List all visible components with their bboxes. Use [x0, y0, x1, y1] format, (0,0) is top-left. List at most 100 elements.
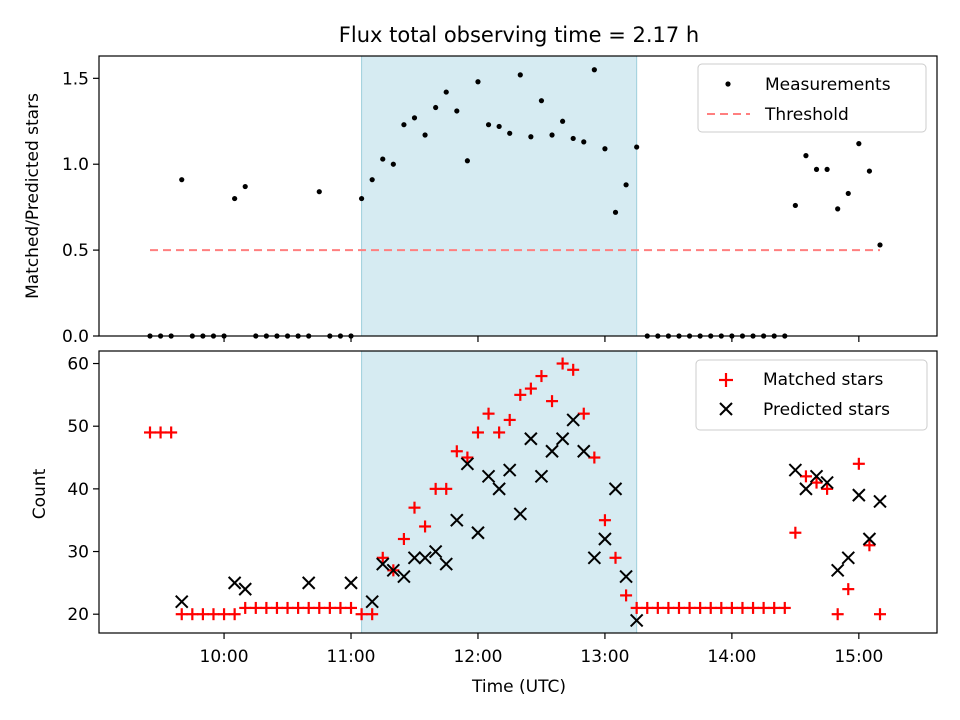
matched-star-point [546, 395, 559, 408]
matched-star-point [852, 457, 865, 470]
top-y-ticks: 0.0 0.5 1.0 1.5 [62, 69, 99, 347]
bottom-panel: 20 30 40 50 60 10:00 11:00 12:00 13:00 14:00 15:0… [30, 350, 938, 697]
predicted-star-point [841, 551, 855, 565]
bottom-x-tick-label: 10:00 [200, 647, 249, 667]
matched-star-point [154, 426, 167, 439]
measurement-point [866, 168, 873, 174]
matched-star-point [292, 601, 305, 614]
measurement-point [454, 108, 460, 114]
matched-star-point [186, 608, 199, 621]
bottom-y-tick-label: 20 [67, 605, 89, 625]
matched-star-point [514, 388, 527, 401]
predicted-star-point [460, 457, 475, 471]
matched-star-point [672, 601, 685, 614]
top-legend-box [697, 63, 927, 133]
predicted-star-point [503, 463, 517, 477]
measurement-point [581, 139, 587, 145]
predicted-star-point [788, 463, 803, 477]
matched-star-point [376, 551, 389, 564]
predicted-star-point [376, 557, 390, 571]
top-highlight-span [361, 55, 638, 337]
bottom-y-tick-label: 50 [67, 417, 89, 437]
measurement-point [634, 144, 640, 150]
bottom-legend: Matched stars Predicted stars [695, 359, 928, 431]
measurement-point [464, 158, 470, 164]
top-y-tick-label: 1.0 [62, 155, 89, 175]
predicted-star-point [397, 569, 411, 584]
matched-star-point [641, 601, 654, 614]
bottom-y-tick-label: 40 [67, 480, 89, 500]
matched-star-point [419, 520, 432, 533]
matched-star-point [609, 551, 622, 564]
measurement-point [475, 79, 481, 85]
predicted-star-point [862, 532, 877, 546]
measurement-point [824, 166, 830, 172]
predicted-star-point [566, 413, 580, 427]
predicted-star-point [428, 544, 443, 559]
bottom-x-tick-label: 15:00 [834, 647, 883, 667]
predicted-star-point [555, 432, 570, 446]
top-y-tick-label: 0.5 [62, 241, 89, 261]
matched-star-point [535, 370, 548, 383]
predicted-star-point [608, 482, 623, 496]
predicted-star-point [524, 432, 538, 446]
measurement-point [380, 156, 386, 162]
top-y-tick-label: 1.5 [62, 69, 89, 89]
matched-star-point [863, 539, 876, 552]
predicted-star-point [450, 513, 464, 527]
matched-star-point [218, 608, 231, 621]
matched-star-point [725, 601, 738, 614]
predicted-star-point [577, 444, 591, 458]
predicted-star-point [418, 551, 432, 565]
matched-star-point [694, 601, 707, 614]
matched-star-point [874, 608, 886, 621]
measurement-point [591, 67, 597, 73]
top-y-axis-label: Matched/Predicted stars [23, 93, 43, 299]
matched-star-point [524, 382, 537, 395]
top-y-tick-label: 0.0 [62, 327, 89, 347]
measurement-point [517, 72, 523, 78]
predicted-star-point [799, 482, 813, 496]
matched-star-point [598, 514, 611, 527]
predicted-stars-points [175, 413, 887, 628]
matched-star-point [683, 601, 696, 614]
matched-star-point [228, 608, 241, 621]
matched-star-point [207, 608, 220, 621]
measurement-point [401, 122, 407, 128]
predicted-star-point [513, 507, 527, 521]
matched-star-point [842, 583, 855, 596]
bottom-highlight-span [361, 350, 638, 634]
predicted-star-point [629, 613, 644, 628]
measurement-point [411, 115, 418, 121]
matched-star-point [239, 601, 252, 614]
matched-star-point [715, 601, 728, 614]
matched-stars-points [144, 357, 886, 621]
matched-star-point [323, 601, 336, 614]
matched-star-point [588, 451, 601, 464]
bottom-y-tick-label: 30 [67, 543, 89, 563]
bottom-x-axis-label: Time (UTC) [471, 677, 566, 697]
predicted-star-point [175, 594, 189, 609]
bottom-x-tick-label: 12:00 [453, 647, 502, 667]
matched-star-point [302, 601, 315, 614]
measurement-point [443, 89, 449, 95]
predicted-star-point [301, 576, 316, 590]
matched-star-point [334, 601, 347, 614]
matched-star-point [567, 363, 580, 376]
matched-star-point [471, 426, 484, 439]
bottom-x-tick-label: 14:00 [707, 647, 756, 667]
bottom-y-axis-label: Count [30, 468, 50, 519]
matched-star-point [345, 601, 358, 614]
top-plot-frame [98, 55, 938, 337]
measurement-point [369, 177, 375, 183]
predicted-star-point [481, 469, 496, 484]
measurement-point [232, 195, 238, 202]
matched-star-point [144, 426, 156, 439]
measurement-point [496, 123, 502, 130]
predicted-star-point [830, 563, 845, 578]
measurement-point [549, 132, 555, 138]
legend-predicted-label: Predicted stars [763, 400, 890, 420]
matched-star-point [789, 526, 802, 539]
matched-star-point [651, 601, 664, 614]
predicted-star-point [619, 569, 633, 584]
